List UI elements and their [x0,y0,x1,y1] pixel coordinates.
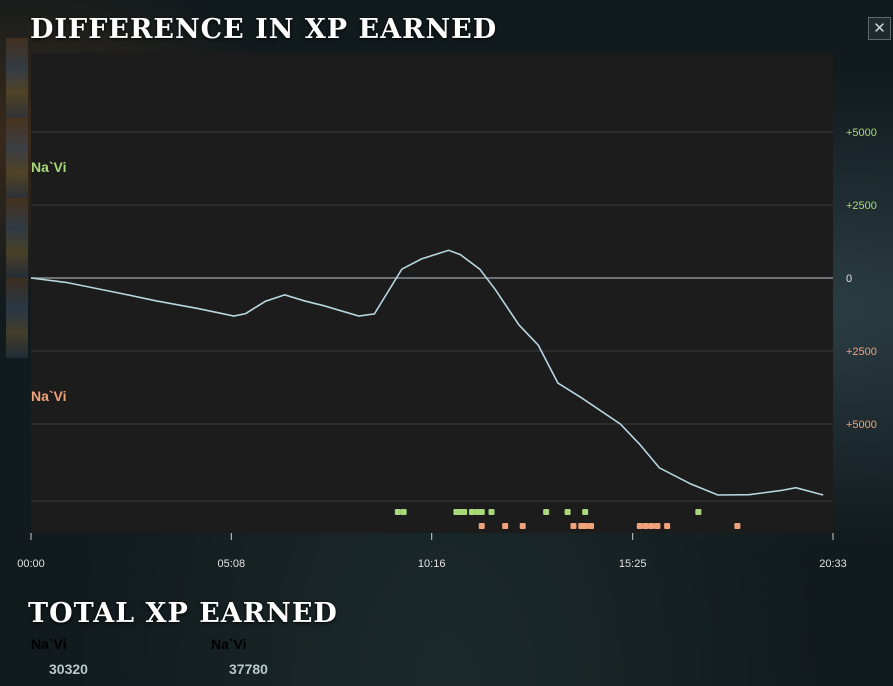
radiant-event-marker [564,509,571,515]
xp-difference-chart: +5000 +2500 0 +2500 +5000 00:00 05:08 10:16 15:2… [17,53,877,570]
radiant-event-marker [394,509,401,515]
dire-event-marker [478,523,485,529]
radiant-total-value: 30320 [49,661,88,677]
x-tick-label: 20:33 [819,558,847,570]
y-tick-label: +2500 [846,346,877,358]
radiant-event-marker [543,509,550,515]
dire-event-marker [734,523,741,529]
radiant-event-marker [400,509,407,515]
radiant-event-marker [461,509,468,515]
x-tick-label: 00:00 [17,558,45,570]
radiant-event-marker [469,509,476,515]
close-button[interactable]: ✕ [868,17,891,40]
dire-event-marker [642,523,649,529]
dire-total-value: 37780 [229,661,268,677]
total-xp-title: TOTAL XP EARNED [28,598,338,629]
dire-total-team: Na`Vi [211,636,247,652]
y-tick-label: +5000 [846,419,877,431]
dire-event-marker [502,523,509,529]
dire-event-marker [636,523,643,529]
radiant-event-marker [488,509,495,515]
dire-event-marker [588,523,595,529]
close-icon: ✕ [873,20,886,37]
y-tick-label: 0 [846,273,852,285]
radiant-total-team: Na`Vi [31,636,67,652]
xp-difference-line [30,249,824,496]
x-tick-label: 05:08 [218,558,246,570]
radiant-event-marker [582,509,589,515]
dire-event-marker [570,523,577,529]
dire-event-marker [654,523,661,529]
lower-team-label: Na`Vi [31,388,67,404]
dire-event-marker [519,523,526,529]
x-tick-label: 15:25 [619,558,647,570]
chart-title: DIFFERENCE IN XP EARNED [30,14,498,45]
radiant-event-marker [478,509,485,515]
plot-area [31,53,833,533]
y-tick-label: +5000 [846,127,877,139]
dire-event-marker [648,523,655,529]
hero-portraits-strip [6,38,28,358]
upper-team-label: Na`Vi [31,159,67,175]
y-tick-label: +2500 [846,200,877,212]
x-tick-label: 10:16 [418,558,446,570]
dire-event-marker [664,523,671,529]
radiant-event-marker [695,509,702,515]
dire-event-marker [582,523,589,529]
